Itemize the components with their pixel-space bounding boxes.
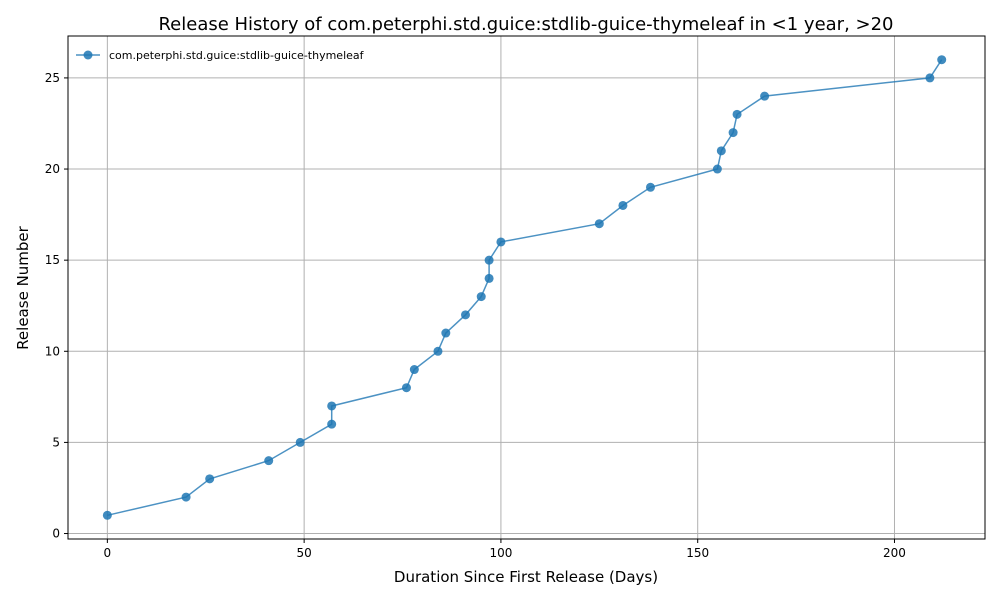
legend-marker: [83, 50, 93, 60]
y-axis-label: Release Number: [14, 225, 32, 349]
y-tick-label: 15: [45, 253, 60, 267]
x-tick-label: 200: [883, 546, 906, 560]
series-layer: [102, 55, 947, 520]
data-point: [716, 146, 726, 156]
data-point: [327, 419, 337, 429]
y-tick-label: 0: [52, 527, 60, 541]
plot-background: [68, 36, 985, 539]
data-point: [409, 365, 419, 375]
data-point: [460, 310, 470, 320]
legend: com.peterphi.std.guice:stdlib-guice-thym…: [76, 49, 365, 62]
data-point: [484, 255, 494, 265]
data-point: [295, 437, 305, 447]
data-point: [476, 292, 486, 302]
data-point: [937, 55, 947, 65]
data-point: [496, 237, 506, 247]
x-tick-label: 50: [296, 546, 311, 560]
data-point: [401, 383, 411, 393]
data-point: [264, 456, 274, 466]
data-point: [732, 109, 742, 119]
data-point: [618, 200, 628, 210]
x-axis-label: Duration Since First Release (Days): [394, 568, 658, 586]
y-tick-label: 10: [45, 344, 60, 358]
grid: [68, 36, 985, 539]
data-point: [181, 492, 191, 502]
data-point: [102, 510, 112, 520]
x-tick-label: 150: [686, 546, 709, 560]
plot-frame: [67, 35, 986, 540]
data-point: [433, 346, 443, 356]
y-tick-label: 5: [52, 435, 60, 449]
data-point: [484, 273, 494, 283]
data-point: [327, 401, 337, 411]
data-point: [712, 164, 722, 174]
data-point: [645, 182, 655, 192]
data-point: [925, 73, 935, 83]
y-tick-label: 25: [45, 71, 60, 85]
legend-label: com.peterphi.std.guice:stdlib-guice-thym…: [109, 49, 365, 62]
data-point: [760, 91, 770, 101]
data-point: [594, 219, 604, 229]
data-point: [205, 474, 215, 484]
y-tick-label: 20: [45, 162, 60, 176]
x-tick-label: 100: [489, 546, 512, 560]
chart-title: Release History of com.peterphi.std.guic…: [158, 14, 893, 35]
x-tick-label: 0: [104, 546, 112, 560]
data-point: [728, 128, 738, 138]
ticks: 0 50 100 150 200 0 5 10 15 20 25: [45, 71, 906, 560]
data-point: [441, 328, 451, 338]
